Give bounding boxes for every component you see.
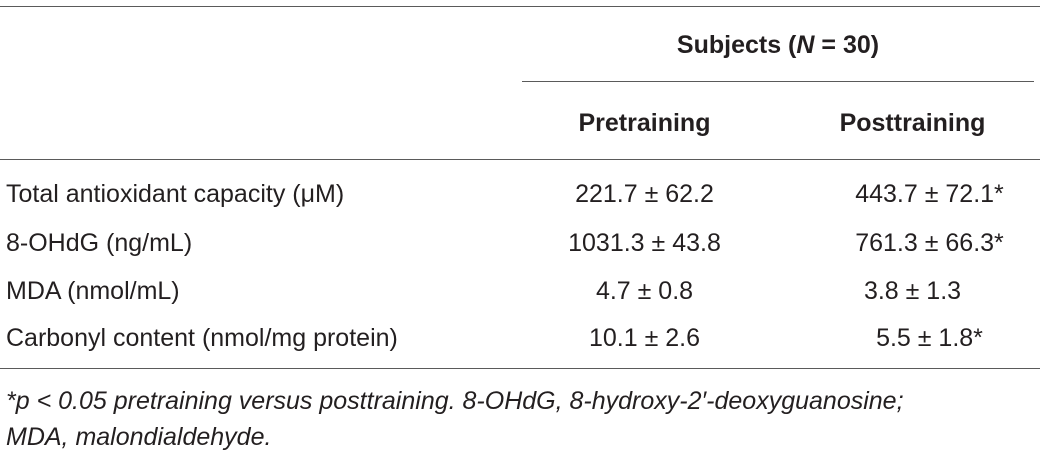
group-header: Subjects (N = 30) — [522, 30, 1034, 60]
column-header-pretraining: Pretraining — [578, 109, 711, 137]
table-bottom-rule — [0, 368, 1040, 369]
column-header-rule — [0, 159, 1040, 160]
row-label: Carbonyl content (nmol/mg protein) — [6, 324, 398, 352]
group-header-prefix: Subjects ( — [676, 31, 797, 59]
table-footnote: *p < 0.05 pretraining versus posttrainin… — [6, 383, 1036, 455]
row-post-value: 443.7 ± 72.1* — [855, 180, 1004, 208]
row-pre-value: 4.7 ± 0.8 — [595, 277, 694, 305]
row-pre-value: 221.7 ± 62.2 — [575, 180, 714, 208]
row-pre-value: 1031.3 ± 43.8 — [568, 229, 721, 257]
row-post-value: 761.3 ± 66.3* — [855, 229, 1004, 257]
row-post-value: 3.8 ± 1.3 — [863, 277, 962, 305]
row-label: MDA (nmol/mL) — [6, 277, 180, 305]
group-header-suffix: = 30) — [814, 31, 880, 59]
row-label: 8-OHdG (ng/mL) — [6, 229, 193, 257]
footnote-line-1: *p < 0.05 pretraining versus posttrainin… — [6, 387, 904, 415]
row-pre-value: 10.1 ± 2.6 — [588, 324, 701, 352]
row-label: Total antioxidant capacity (μM) — [6, 180, 345, 208]
footnote-line-2: MDA, malondialdehyde. — [6, 423, 272, 451]
column-header-posttraining: Posttraining — [839, 109, 986, 137]
row-post-value: 5.5 ± 1.8* — [876, 324, 983, 352]
group-header-rule — [522, 81, 1034, 82]
table-top-rule — [0, 6, 1040, 7]
group-header-n-symbol: N — [796, 31, 815, 59]
